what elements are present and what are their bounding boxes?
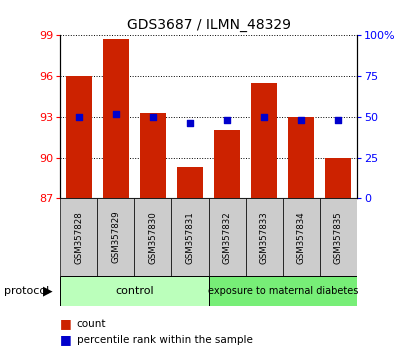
Text: GSM357829: GSM357829 [111,211,120,263]
Point [335,117,342,123]
Text: exposure to maternal diabetes: exposure to maternal diabetes [208,286,358,296]
Bar [134,198,171,276]
Title: GDS3687 / ILMN_48329: GDS3687 / ILMN_48329 [127,18,290,32]
Bar [251,83,277,198]
Bar [171,198,209,276]
Bar [177,167,203,198]
Bar [97,198,134,276]
Point [224,117,230,123]
Bar [140,113,166,198]
Bar [103,39,129,198]
Bar [283,198,320,276]
Bar [60,276,209,306]
Text: GSM357834: GSM357834 [297,211,306,264]
Bar [209,276,357,306]
Text: percentile rank within the sample: percentile rank within the sample [77,335,253,345]
Text: ▶: ▶ [43,285,53,298]
Text: ■: ■ [60,318,72,330]
Bar [209,198,246,276]
Point [298,117,305,123]
Text: GSM357835: GSM357835 [334,211,343,264]
Text: count: count [77,319,106,329]
Point [76,114,82,120]
Bar [325,158,352,198]
Bar [214,130,240,198]
Point [187,120,193,126]
Text: GSM357830: GSM357830 [149,211,157,264]
Text: GSM357832: GSM357832 [222,211,232,264]
Bar [320,198,357,276]
Bar [288,117,314,198]
Text: control: control [115,286,154,296]
Bar [60,198,97,276]
Point [261,114,268,120]
Bar [246,198,283,276]
Text: GSM357828: GSM357828 [74,211,83,264]
Text: GSM357831: GSM357831 [186,211,195,264]
Text: protocol: protocol [4,286,49,296]
Point [149,114,156,120]
Text: GSM357833: GSM357833 [260,211,269,264]
Text: ■: ■ [60,333,72,346]
Bar [66,76,92,198]
Point [112,111,119,116]
